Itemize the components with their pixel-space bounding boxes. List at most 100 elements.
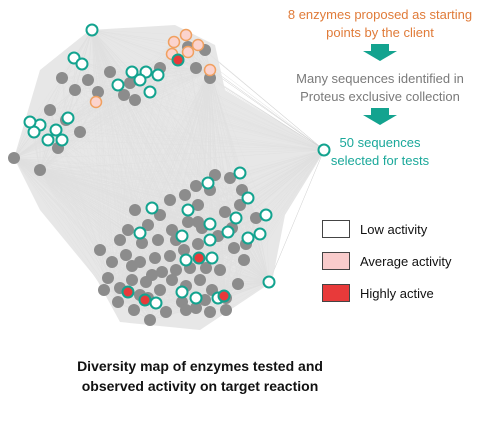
enzyme-node-untested xyxy=(166,224,178,236)
enzyme-node-untested xyxy=(190,302,202,314)
enzyme-node-untested xyxy=(228,242,240,254)
enzyme-node-untested xyxy=(74,126,86,138)
annotation-line: selected for tests xyxy=(330,153,430,168)
enzyme-node-untested xyxy=(94,244,106,256)
enzyme-node-low-activity xyxy=(221,225,235,239)
caption-line: Diversity map of enzymes tested and xyxy=(77,358,323,374)
enzyme-node-untested xyxy=(129,94,141,106)
enzyme-node-highly-active xyxy=(138,293,152,307)
enzyme-node-untested xyxy=(220,304,232,316)
enzyme-node-untested xyxy=(180,304,192,316)
enzyme-node-untested xyxy=(166,274,178,286)
enzyme-node-untested xyxy=(156,266,168,278)
enzyme-node-untested xyxy=(112,296,124,308)
enzyme-node-untested xyxy=(190,180,202,192)
annotation-line: Proteus exclusive collection xyxy=(300,89,460,104)
legend-label: Average activity xyxy=(360,253,452,269)
enzyme-node-untested xyxy=(44,104,56,116)
enzyme-node-low-activity xyxy=(175,229,189,243)
annotation-identified: Many sequences identified in Proteus exc… xyxy=(268,70,492,106)
enzyme-node-low-activity xyxy=(203,233,217,247)
enzyme-node-highly-active xyxy=(121,285,135,299)
annotation-starting-points: 8 enzymes proposed as starting points by… xyxy=(268,6,492,42)
enzyme-node-starting-point xyxy=(191,38,205,52)
enzyme-node-untested xyxy=(250,212,262,224)
annotation-line: points by the client xyxy=(326,25,434,40)
enzyme-node-untested xyxy=(122,224,134,236)
enzyme-node-starting-point xyxy=(167,35,181,49)
enzyme-node-untested xyxy=(182,216,194,228)
enzyme-node-untested xyxy=(82,74,94,86)
enzyme-node-untested xyxy=(179,189,191,201)
enzyme-node-untested xyxy=(152,234,164,246)
enzyme-node-low-activity xyxy=(259,208,273,222)
down-arrow-icon xyxy=(363,108,397,125)
enzyme-node-untested xyxy=(126,260,138,272)
enzyme-node-untested xyxy=(154,284,166,296)
similarity-edge xyxy=(268,149,325,283)
enzyme-node-low-activity xyxy=(149,296,163,310)
enzyme-node-untested xyxy=(142,219,154,231)
enzyme-node-low-activity xyxy=(125,65,139,79)
legend-swatch-average xyxy=(322,252,350,270)
enzyme-node-low-activity xyxy=(205,251,219,265)
enzyme-node-untested xyxy=(106,256,118,268)
enzyme-node-low-activity xyxy=(111,78,125,92)
enzyme-node-low-activity xyxy=(55,133,69,147)
enzyme-node-low-activity xyxy=(179,253,193,267)
enzyme-node-untested xyxy=(128,304,140,316)
enzyme-node-low-activity xyxy=(75,57,89,71)
enzyme-node-highly-active xyxy=(171,53,185,67)
enzyme-node-untested xyxy=(238,254,250,266)
enzyme-node-untested xyxy=(164,194,176,206)
network-nodes xyxy=(8,23,331,326)
enzyme-node-untested xyxy=(114,234,126,246)
enzyme-node-highly-active xyxy=(192,251,206,265)
annotation-line: 50 sequences xyxy=(339,135,421,150)
enzyme-node-low-activity xyxy=(203,217,217,231)
enzyme-node-untested xyxy=(144,314,156,326)
enzyme-node-low-activity xyxy=(143,85,157,99)
annotation-selected: 50 sequences selected for tests xyxy=(320,134,440,170)
legend-average-activity: Average activity xyxy=(322,250,452,272)
enzyme-node-low-activity xyxy=(175,285,189,299)
legend-label: Highly active xyxy=(360,285,434,301)
enzyme-node-highly-active xyxy=(217,289,231,303)
similarity-edge xyxy=(209,69,325,151)
enzyme-node-untested xyxy=(160,306,172,318)
enzyme-node-low-activity xyxy=(133,73,147,87)
enzyme-node-untested xyxy=(126,274,138,286)
enzyme-node-untested xyxy=(224,172,236,184)
enzyme-node-low-activity xyxy=(241,191,255,205)
enzyme-node-untested xyxy=(102,272,114,284)
enzyme-node-untested xyxy=(164,250,176,262)
enzyme-node-untested xyxy=(214,264,226,276)
enzyme-node-low-activity xyxy=(262,275,276,289)
enzyme-node-untested xyxy=(178,244,190,256)
enzyme-node-untested xyxy=(192,216,204,228)
enzyme-node-untested xyxy=(136,237,148,249)
enzyme-node-untested xyxy=(190,62,202,74)
enzyme-node-untested xyxy=(232,278,244,290)
enzyme-node-low-activity xyxy=(85,23,99,37)
down-arrow-icon xyxy=(363,44,397,61)
legend-swatch-high xyxy=(322,284,350,302)
enzyme-node-low-activity xyxy=(151,68,165,82)
enzyme-node-low-activity xyxy=(189,291,203,305)
annotation-line: 8 enzymes proposed as starting xyxy=(287,7,473,22)
legend-low-activity: Low activity xyxy=(322,218,427,240)
enzyme-node-untested xyxy=(192,199,204,211)
enzyme-node-untested xyxy=(146,269,158,281)
enzyme-node-low-activity xyxy=(233,166,247,180)
enzyme-node-untested xyxy=(56,72,68,84)
enzyme-node-starting-point xyxy=(179,28,193,42)
enzyme-node-untested xyxy=(92,86,104,98)
enzyme-node-low-activity xyxy=(133,226,147,240)
enzyme-node-untested xyxy=(192,238,204,250)
annotation-line: Many sequences identified in xyxy=(296,71,464,86)
enzyme-node-starting-point xyxy=(203,63,217,77)
enzyme-node-starting-point xyxy=(181,45,195,59)
enzyme-node-low-activity xyxy=(229,211,243,225)
caption-line: observed activity on target reaction xyxy=(81,378,319,394)
